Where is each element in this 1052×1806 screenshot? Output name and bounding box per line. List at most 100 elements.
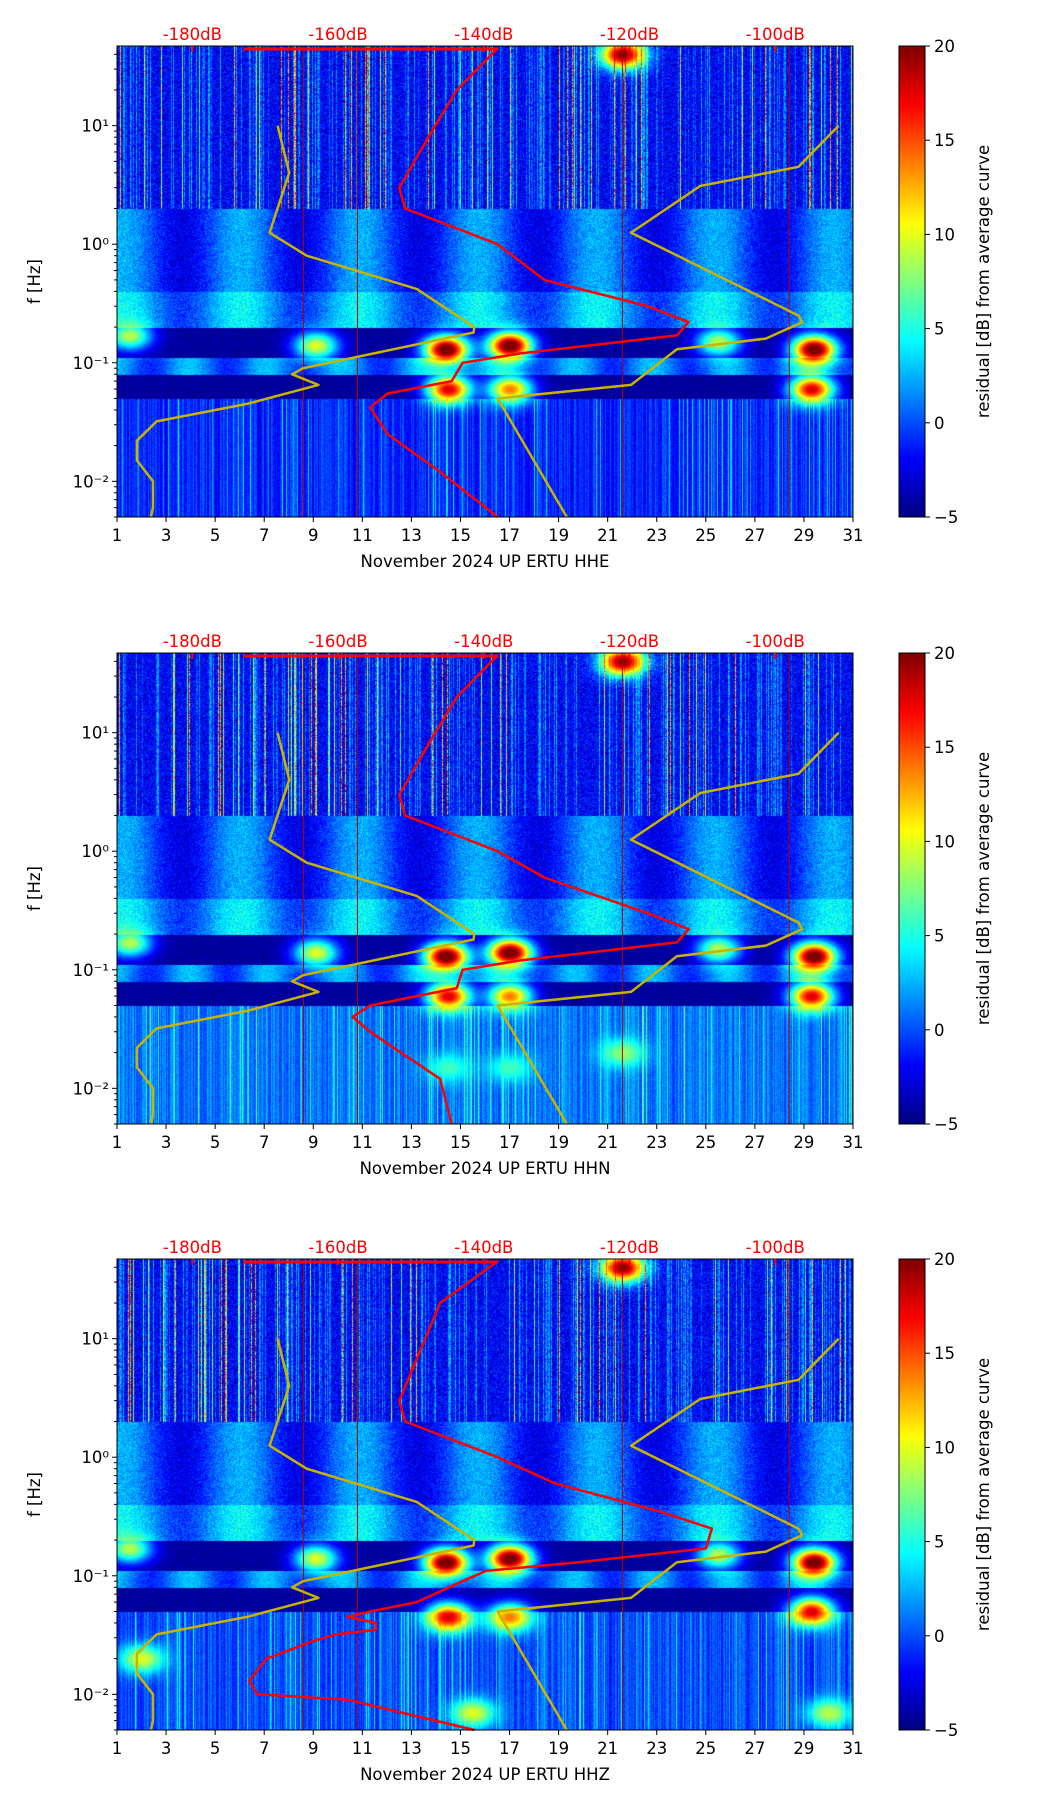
colorbar-tick-label: 10 bbox=[934, 225, 955, 244]
colorbar bbox=[899, 653, 925, 1124]
top-db-tick-label: -140dB bbox=[454, 1238, 513, 1257]
y-axis-label: f [Hz] bbox=[25, 1472, 44, 1517]
top-db-tick-label: -180dB bbox=[163, 632, 222, 651]
y-tick-label: 10⁻² bbox=[73, 1685, 109, 1704]
colorbar-tick-label: 0 bbox=[934, 1627, 945, 1646]
x-tick-label: 15 bbox=[450, 1133, 471, 1152]
x-tick-label: 31 bbox=[843, 1739, 864, 1758]
y-axis-label: f [Hz] bbox=[25, 866, 44, 911]
colorbar-tick-label: 15 bbox=[934, 131, 955, 150]
series-psd-line bbox=[351, 654, 690, 1125]
x-tick-label: 11 bbox=[352, 526, 373, 545]
x-tick-label: 23 bbox=[646, 526, 667, 545]
top-db-tick-label: -140dB bbox=[454, 632, 513, 651]
colorbar-tick-label: 5 bbox=[934, 320, 945, 339]
top-db-tick-label: -120dB bbox=[600, 1238, 659, 1257]
x-tick-label: 23 bbox=[646, 1133, 667, 1152]
top-db-tick-label: -140dB bbox=[454, 25, 513, 44]
series-nlnm-line bbox=[135, 732, 476, 1125]
colorbar-label: residual [dB] from average curve bbox=[974, 752, 993, 1025]
x-axis-label: November 2024 UP ERTU HHE bbox=[361, 552, 610, 571]
colorbar-frame bbox=[898, 45, 926, 518]
x-tick-label: 19 bbox=[548, 1739, 569, 1758]
x-tick-label: 7 bbox=[259, 1739, 270, 1758]
colorbar-frame bbox=[898, 652, 926, 1125]
x-axis-label: November 2024 UP ERTU HHZ bbox=[360, 1765, 610, 1784]
x-tick-label: 15 bbox=[450, 1739, 471, 1758]
x-tick-label: 17 bbox=[499, 526, 520, 545]
series-psd-line bbox=[368, 47, 690, 518]
x-tick-label: 5 bbox=[210, 1133, 221, 1152]
colorbar-tick-label: 20 bbox=[934, 644, 955, 663]
x-tick-label: 25 bbox=[695, 1133, 716, 1152]
colorbar-tick-label: 5 bbox=[934, 1533, 945, 1552]
colorbar-tick-label: −5 bbox=[934, 508, 958, 527]
x-tick-label: 27 bbox=[744, 526, 765, 545]
x-tick-label: 31 bbox=[843, 526, 864, 545]
colorbar bbox=[899, 1259, 925, 1730]
x-tick-label: 29 bbox=[793, 1739, 814, 1758]
colorbar-tick-label: 10 bbox=[934, 832, 955, 851]
y-tick-label: 10⁻² bbox=[73, 1079, 109, 1098]
x-tick-label: 1 bbox=[112, 1133, 123, 1152]
series-nhnm-line bbox=[496, 1337, 840, 1731]
x-tick-label: 5 bbox=[210, 526, 221, 545]
x-tick-label: 7 bbox=[259, 526, 270, 545]
x-tick-label: 13 bbox=[401, 1739, 422, 1758]
y-tick-label: 10¹ bbox=[81, 724, 109, 743]
x-tick-label: 9 bbox=[308, 526, 319, 545]
x-tick-label: 7 bbox=[259, 1133, 270, 1152]
x-tick-label: 13 bbox=[401, 526, 422, 545]
colorbar-tick-label: −5 bbox=[934, 1721, 958, 1740]
y-tick-label: 10⁰ bbox=[81, 842, 109, 861]
series-nlnm-line bbox=[135, 125, 476, 518]
colorbar bbox=[899, 46, 925, 517]
axes-frame bbox=[116, 1258, 854, 1731]
y-tick-label: 10⁻² bbox=[73, 472, 109, 491]
x-axis-label: November 2024 UP ERTU HHN bbox=[360, 1159, 611, 1178]
colorbar-tick-label: 10 bbox=[934, 1438, 955, 1457]
x-tick-label: 11 bbox=[352, 1739, 373, 1758]
x-tick-label: 11 bbox=[352, 1133, 373, 1152]
y-tick-label: 10¹ bbox=[81, 117, 109, 136]
y-tick-label: 10⁰ bbox=[81, 1448, 109, 1467]
x-tick-label: 15 bbox=[450, 526, 471, 545]
top-db-tick-label: -160dB bbox=[308, 25, 367, 44]
top-db-tick-label: -180dB bbox=[163, 1238, 222, 1257]
top-db-tick-label: -180dB bbox=[163, 25, 222, 44]
x-tick-label: 3 bbox=[161, 526, 172, 545]
x-tick-label: 29 bbox=[793, 1133, 814, 1152]
top-db-tick-label: -120dB bbox=[600, 632, 659, 651]
x-tick-label: 31 bbox=[843, 1133, 864, 1152]
colorbar-tick-label: 20 bbox=[934, 1250, 955, 1269]
series-nhnm-line bbox=[496, 124, 840, 518]
axes-frame bbox=[116, 652, 854, 1125]
x-tick-label: 5 bbox=[210, 1739, 221, 1758]
series-nhnm-line bbox=[496, 731, 840, 1125]
x-tick-label: 25 bbox=[695, 526, 716, 545]
colorbar-label: residual [dB] from average curve bbox=[974, 1358, 993, 1631]
x-tick-label: 25 bbox=[695, 1739, 716, 1758]
axes-frame bbox=[116, 45, 854, 518]
x-tick-label: 9 bbox=[308, 1133, 319, 1152]
top-db-tick-label: -100dB bbox=[746, 1238, 805, 1257]
colorbar-tick-label: 20 bbox=[934, 37, 955, 56]
x-tick-label: 19 bbox=[548, 526, 569, 545]
series-psd-line bbox=[247, 1260, 714, 1732]
top-db-tick-label: -160dB bbox=[308, 632, 367, 651]
x-tick-label: 27 bbox=[744, 1739, 765, 1758]
colorbar-tick-label: −5 bbox=[934, 1115, 958, 1134]
x-tick-label: 1 bbox=[112, 1739, 123, 1758]
x-tick-label: 29 bbox=[793, 526, 814, 545]
x-tick-label: 13 bbox=[401, 1133, 422, 1152]
x-tick-label: 17 bbox=[499, 1739, 520, 1758]
y-tick-label: 10⁰ bbox=[81, 235, 109, 254]
y-tick-label: 10⁻¹ bbox=[73, 1567, 109, 1586]
y-tick-label: 10¹ bbox=[81, 1330, 109, 1349]
y-tick-label: 10⁻¹ bbox=[73, 354, 109, 373]
x-tick-label: 9 bbox=[308, 1739, 319, 1758]
colorbar-tick-label: 0 bbox=[934, 1021, 945, 1040]
colorbar-tick-label: 5 bbox=[934, 927, 945, 946]
x-tick-label: 23 bbox=[646, 1739, 667, 1758]
